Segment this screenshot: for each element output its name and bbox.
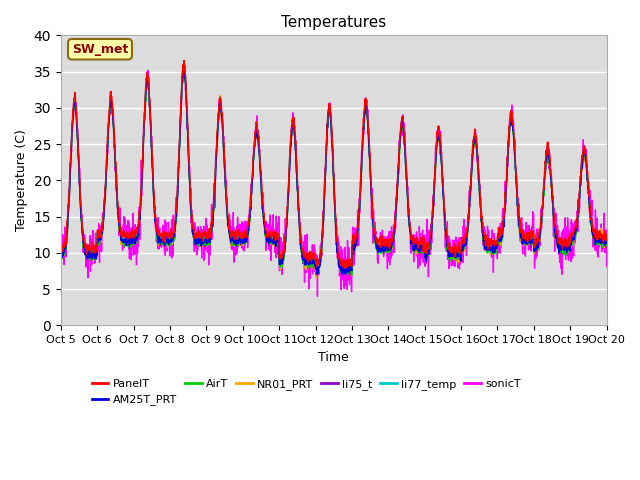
li77_temp	[570, 231, 578, 237]
Y-axis label: Temperature (C): Temperature (C)	[15, 130, 28, 231]
sonicT	[180, 60, 188, 65]
NR01_PRT	[312, 275, 320, 281]
li77_temp	[350, 246, 358, 252]
li75_t	[180, 64, 188, 70]
li75_t	[570, 234, 578, 240]
PanelT	[340, 265, 348, 271]
AirT	[555, 243, 563, 249]
NR01_PRT	[350, 243, 358, 249]
AM25T_PRT	[339, 271, 346, 277]
NR01_PRT	[493, 245, 500, 251]
AirT	[57, 250, 65, 256]
AM25T_PRT	[209, 207, 217, 213]
AM25T_PRT	[603, 240, 611, 246]
AM25T_PRT	[493, 246, 500, 252]
PanelT	[209, 204, 217, 209]
Line: sonicT: sonicT	[61, 62, 607, 297]
NR01_PRT	[57, 252, 65, 258]
li75_t	[350, 252, 358, 257]
sonicT	[603, 264, 611, 269]
li75_t	[603, 240, 611, 246]
li75_t	[312, 272, 320, 277]
AirT	[493, 248, 500, 253]
PanelT	[555, 235, 563, 241]
PanelT	[350, 238, 358, 244]
li77_temp	[57, 250, 65, 256]
li77_temp	[209, 206, 217, 212]
Legend: PanelT, AM25T_PRT, AirT, NR01_PRT, li75_t, li77_temp, sonicT: PanelT, AM25T_PRT, AirT, NR01_PRT, li75_…	[87, 374, 525, 410]
PanelT	[180, 58, 188, 63]
PanelT	[57, 241, 65, 247]
li75_t	[209, 205, 217, 211]
li77_temp	[493, 246, 500, 252]
li77_temp	[342, 269, 350, 275]
NR01_PRT	[180, 60, 188, 66]
NR01_PRT	[209, 206, 217, 212]
Line: li77_temp: li77_temp	[61, 65, 607, 272]
Line: AM25T_PRT: AM25T_PRT	[61, 66, 607, 274]
li75_t	[362, 103, 369, 109]
AM25T_PRT	[180, 63, 188, 69]
PanelT	[603, 234, 611, 240]
Text: SW_met: SW_met	[72, 43, 128, 56]
li77_temp	[180, 62, 188, 68]
X-axis label: Time: Time	[318, 351, 349, 364]
AirT	[209, 211, 217, 216]
AM25T_PRT	[350, 248, 358, 253]
AirT	[570, 235, 578, 241]
sonicT	[57, 257, 65, 263]
AM25T_PRT	[57, 249, 65, 254]
Line: AirT: AirT	[61, 68, 607, 276]
NR01_PRT	[603, 239, 611, 245]
AM25T_PRT	[570, 235, 578, 240]
Line: PanelT: PanelT	[61, 60, 607, 268]
AirT	[350, 247, 358, 252]
li77_temp	[362, 104, 369, 109]
li75_t	[57, 250, 65, 255]
PanelT	[362, 95, 369, 101]
AM25T_PRT	[555, 241, 563, 247]
sonicT	[570, 221, 578, 227]
AirT	[180, 65, 188, 71]
li77_temp	[555, 242, 563, 248]
NR01_PRT	[555, 244, 563, 250]
NR01_PRT	[362, 96, 369, 101]
PanelT	[570, 227, 578, 232]
PanelT	[493, 241, 500, 247]
li77_temp	[603, 238, 611, 244]
AirT	[362, 102, 369, 108]
sonicT	[209, 207, 217, 213]
sonicT	[493, 248, 500, 253]
Line: NR01_PRT: NR01_PRT	[61, 63, 607, 278]
NR01_PRT	[570, 233, 578, 239]
AM25T_PRT	[362, 100, 369, 106]
sonicT	[362, 107, 369, 113]
AirT	[603, 240, 611, 245]
AirT	[348, 273, 356, 278]
Line: li75_t: li75_t	[61, 67, 607, 275]
Title: Temperatures: Temperatures	[281, 15, 387, 30]
sonicT	[350, 230, 358, 236]
sonicT	[314, 294, 321, 300]
sonicT	[555, 252, 563, 257]
li75_t	[555, 241, 563, 247]
li75_t	[493, 249, 500, 255]
